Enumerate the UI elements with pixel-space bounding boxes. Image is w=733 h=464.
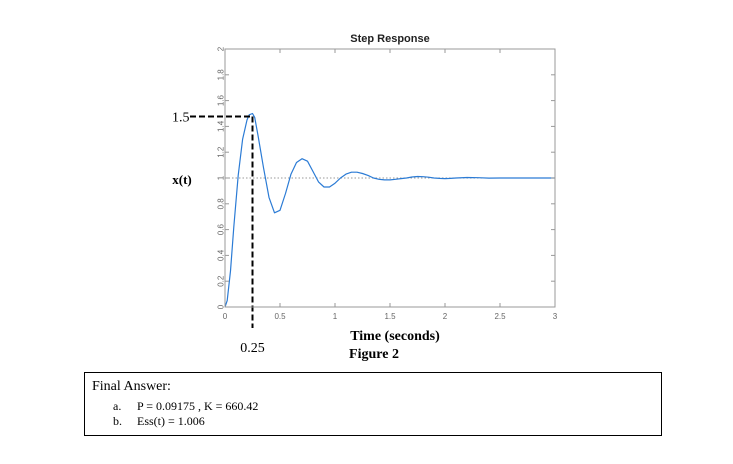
y-tick-label: 0.4 — [217, 249, 226, 261]
y-tick-label: 2 — [217, 46, 226, 51]
answer-item-b: b. Ess(t) = 1.006 — [113, 414, 205, 429]
y-tick-label: 1 — [217, 175, 226, 180]
answer-item-a: a. P = 0.09175 , K = 660.42 — [113, 399, 258, 414]
y-tick-label: 1.4 — [217, 120, 226, 132]
x-tick-label: 1 — [333, 312, 338, 321]
x-tick-label: 2.5 — [494, 312, 506, 321]
peak-annotation — [190, 115, 254, 328]
final-answer-heading: Final Answer: — [92, 379, 171, 394]
y-tick-label: 0.8 — [217, 198, 226, 210]
series-line-0 — [224, 112, 555, 308]
answer-text: P = 0.09175 , K = 660.42 — [137, 399, 259, 413]
y-tick-label: 1.6 — [217, 94, 226, 106]
y-tick-label: 0.2 — [217, 275, 226, 287]
x-tick-label: 3 — [553, 312, 558, 321]
x-tick-label: 0 — [223, 312, 228, 321]
x-tick-label: 0.5 — [274, 312, 286, 321]
y-tick-label: 1.8 — [217, 69, 226, 81]
response-line — [224, 112, 555, 308]
answer-marker: b. — [113, 414, 122, 428]
axis-ticks: 0 0.5 1 1.5 2 2.5 3 0 0.2 0.4 0.6 0.8 1 1.2 1.4 1.6 1.8 2 — [217, 46, 558, 321]
y-tick-label: 0 — [217, 304, 226, 309]
x-tick-label: 2 — [443, 312, 448, 321]
final-answer-box: Final Answer: a. P = 0.09175 , K = 660.42… — [84, 372, 662, 436]
peak-time-label: 0.25 — [240, 341, 265, 356]
y-axis-label: x(t) — [172, 172, 192, 187]
x-tick-label: 1.5 — [384, 312, 396, 321]
peak-value-label: 1.5 — [172, 111, 190, 126]
step-response-chart: Step Response 0 0.5 1 1.5 2 2.5 3 0 0.2 0.4 0.6 0.8… — [172, 33, 558, 362]
answer-text: Ess(t) = 1.006 — [137, 414, 205, 428]
y-tick-label: 0.6 — [217, 223, 226, 235]
peak-annotation-labels: 1.5 0.25 — [172, 111, 265, 357]
chart-title: Step Response — [350, 33, 429, 45]
y-tick-label: 1.2 — [217, 146, 226, 158]
x-axis-label: Time (seconds) — [350, 329, 440, 344]
figure-caption: Figure 2 — [349, 347, 399, 362]
answer-marker: a. — [113, 399, 122, 413]
